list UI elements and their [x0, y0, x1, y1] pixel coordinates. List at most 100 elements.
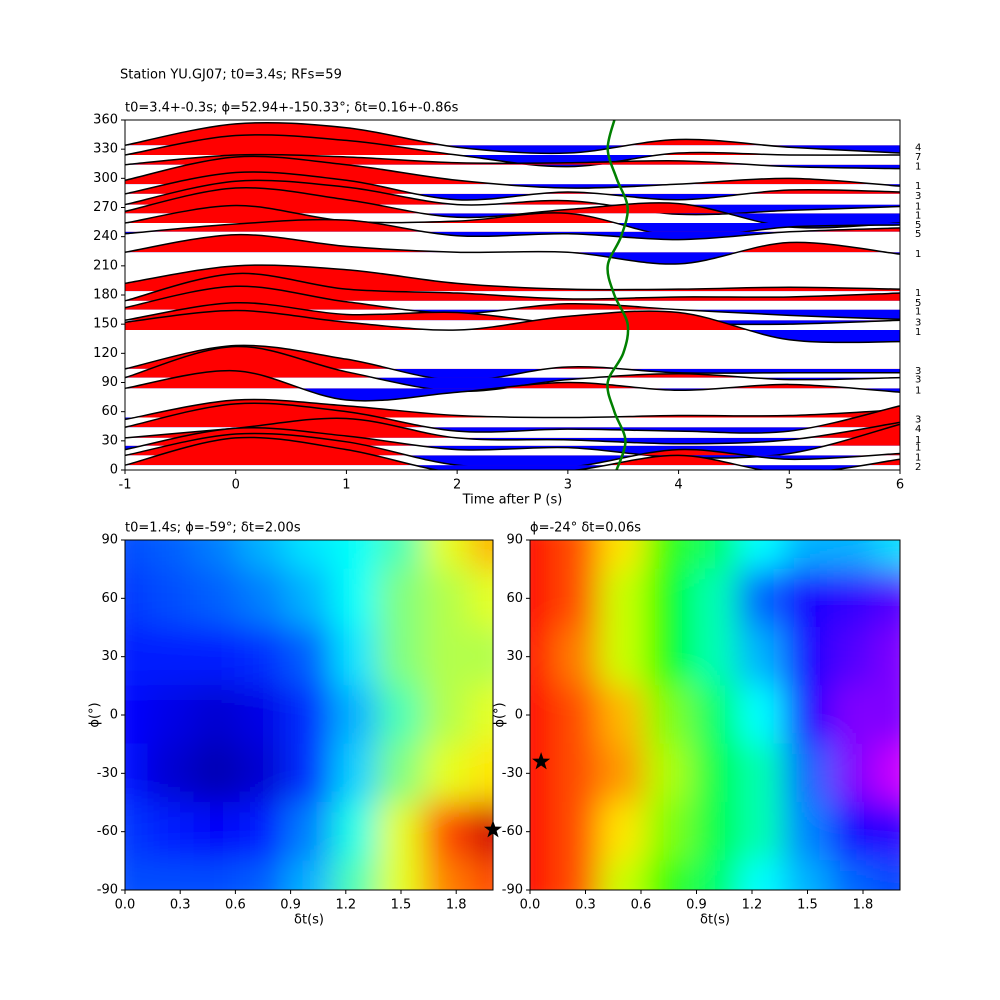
- heatmap-cell: [552, 627, 600, 687]
- heatmap-cell: [147, 743, 195, 803]
- trace-count: 1: [915, 307, 921, 318]
- heatmap-cell: [193, 802, 241, 862]
- y-tick-label: 210: [93, 258, 118, 273]
- heatmap-cell: [552, 568, 600, 628]
- x-tick-label: 0: [232, 478, 240, 493]
- heatmap-cell: [691, 627, 739, 687]
- heatmap-cell: [737, 685, 785, 745]
- trace-line: [125, 272, 900, 302]
- t0-curve: [606, 120, 630, 470]
- heatmap-cell: [830, 685, 878, 745]
- trace-line: [125, 153, 900, 170]
- heatmap-cell: [737, 627, 785, 687]
- heatmap-cell: [193, 743, 241, 803]
- heatmap-cell: [830, 802, 878, 862]
- heatmap-cell: [876, 802, 900, 862]
- heatmap-cell: [552, 685, 600, 745]
- heatmap-cell: [552, 743, 600, 803]
- heatmap-cell: [645, 743, 693, 803]
- x-tick-label: 3: [564, 478, 572, 493]
- heatmap-cell: [876, 627, 900, 687]
- heatmap-cell: [830, 540, 878, 570]
- trace-count: 1: [915, 443, 921, 454]
- heatmap-cell: [331, 802, 379, 862]
- heatmap-cell: [645, 568, 693, 628]
- trace-line: [125, 285, 900, 321]
- heatmap-cell: [285, 860, 333, 890]
- axes-title: t0=1.4s; ϕ=-59°; δt=2.00s: [125, 521, 301, 536]
- y-tick-label: 60: [101, 404, 118, 419]
- trace-line: [125, 264, 900, 291]
- y-tick-label: 0: [110, 463, 118, 478]
- x-tick-label: 5: [785, 478, 793, 493]
- trace-count: 1: [915, 452, 921, 463]
- heatmap-cell: [147, 860, 195, 890]
- trace-count: 1: [915, 181, 921, 192]
- heatmap: [125, 540, 493, 890]
- heatmap-cell: [783, 540, 832, 570]
- heatmap-cell: [239, 860, 287, 890]
- heatmap-cell: [423, 802, 471, 862]
- heatmap-cell: [423, 627, 471, 687]
- x-axis-label: δt(s): [294, 913, 324, 928]
- positive-fill: [145, 219, 900, 232]
- negative-fill: [125, 145, 900, 154]
- trace-count: 3: [915, 375, 921, 386]
- axes-title: t0=3.4+-0.3s; ϕ=52.94+-150.33°; δt=0.16+…: [125, 101, 459, 116]
- positive-fill: [125, 346, 751, 378]
- heatmap-cell: [876, 685, 900, 745]
- y-tick-label: 90: [101, 375, 118, 390]
- heatmap: [530, 540, 900, 890]
- heatmap-cell: [377, 860, 425, 890]
- trace-line: [125, 171, 900, 201]
- heatmap-cell: [285, 802, 333, 862]
- plot-area: [125, 540, 493, 890]
- heatmap-cell: [239, 540, 287, 570]
- y-tick-label: 0: [515, 708, 523, 723]
- trace-line: [125, 423, 900, 459]
- heatmap-cell: [598, 685, 647, 745]
- heatmap-cell: [645, 860, 693, 890]
- negative-fill: [125, 437, 900, 444]
- trace-count: 4: [915, 424, 921, 435]
- heatmap-cell: [598, 568, 647, 628]
- heatmap-cell: [876, 540, 900, 570]
- trace-count: 1: [915, 435, 921, 446]
- heatmap-cell: [469, 568, 493, 628]
- heatmap-cell: [530, 568, 554, 628]
- trace-count: 2: [915, 462, 921, 473]
- trace-count: 5: [915, 229, 921, 240]
- heatmap-cell: [285, 743, 333, 803]
- trace-count: 1: [915, 210, 921, 221]
- heatmap-cell: [285, 540, 333, 570]
- trace-count: 3: [915, 191, 921, 202]
- heatmap-cell: [469, 685, 493, 745]
- figure-title: Station YU.GJ07; t0=3.4s; RFs=59: [120, 68, 342, 83]
- heatmap-cell: [645, 685, 693, 745]
- heatmap-cell: [147, 627, 195, 687]
- heatmap-cell: [377, 540, 425, 570]
- heatmap-cell: [530, 860, 554, 890]
- heatmap-cell: [691, 743, 739, 803]
- trace-count: 1: [915, 202, 921, 213]
- positive-fill: [125, 273, 900, 301]
- y-tick-label: 150: [93, 317, 118, 332]
- heatmap-cell: [876, 743, 900, 803]
- heatmap-cell: [645, 540, 693, 570]
- positive-fill: [125, 286, 900, 310]
- axes-title: ϕ=-24° δt=0.06s: [530, 521, 641, 536]
- trace-count: 3: [915, 317, 921, 328]
- heatmap-cell: [193, 685, 241, 745]
- heatmap-cell: [125, 685, 149, 745]
- trace-line: [125, 417, 900, 445]
- heatmap-cell: [239, 685, 287, 745]
- heatmap-cell: [331, 743, 379, 803]
- heatmap-cell: [193, 860, 241, 890]
- y-tick-label: 90: [506, 533, 523, 548]
- heatmap-cell: [737, 802, 785, 862]
- negative-fill: [125, 368, 900, 381]
- trace-line: [125, 344, 900, 382]
- heatmap-cell: [423, 568, 471, 628]
- trace-line: [125, 179, 900, 216]
- y-tick-label: 90: [101, 533, 118, 548]
